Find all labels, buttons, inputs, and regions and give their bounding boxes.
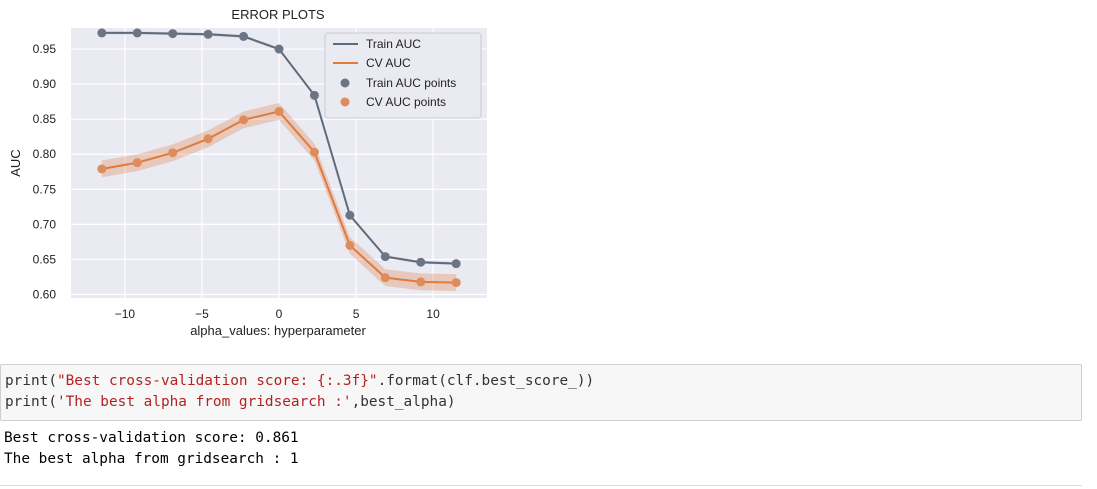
- x-tick-label: 0: [276, 307, 283, 321]
- code-string: 'The best alpha from gridsearch :': [56, 394, 352, 410]
- error-plot-chart: −10 −5 0 5 10 0.60 0.65 0.70 0.75 0.80 0.85 0.90 0.9…: [0, 0, 500, 350]
- x-tick-label: −5: [195, 307, 209, 321]
- data-point-cv: [203, 134, 213, 144]
- x-tick-label: 5: [353, 307, 360, 321]
- data-point-cv: [416, 277, 426, 287]
- legend-train-auc: Train AUC: [366, 37, 421, 51]
- x-tick-label: −10: [115, 307, 136, 321]
- data-point-train: [132, 28, 142, 38]
- data-point-train: [168, 29, 178, 39]
- y-tick-label: 0.80: [33, 147, 57, 161]
- legend-cv-auc: CV AUC: [366, 56, 411, 70]
- chart-svg: −10 −5 0 5 10 0.60 0.65 0.70 0.75 0.80 0.85 0.90 0.9…: [8, 7, 487, 338]
- legend-train-auc-points: Train AUC points: [366, 76, 456, 90]
- data-point-train: [274, 44, 284, 54]
- code-token: print(: [5, 394, 57, 410]
- code-line-2: print('The best alpha from gridsearch :'…: [5, 394, 456, 410]
- y-tick-label: 0.95: [33, 42, 57, 56]
- y-tick-label: 0.65: [33, 252, 57, 266]
- code-string: "Best cross-validation score: {:.3f}": [56, 373, 378, 389]
- y-tick-label: 0.75: [33, 182, 57, 196]
- y-tick-label: 0.70: [33, 217, 57, 231]
- y-tick-label: 0.85: [33, 112, 57, 126]
- code-cell-input[interactable]: print("Best cross-validation score: {:.3…: [0, 364, 1082, 421]
- data-point-train: [345, 210, 355, 220]
- code-line-1: print("Best cross-validation score: {:.3…: [5, 373, 594, 389]
- code-token: .format(clf.best_score_)): [377, 373, 595, 389]
- data-point-cv: [451, 278, 461, 288]
- data-point-cv: [132, 158, 142, 168]
- data-point-cv: [97, 164, 107, 174]
- output-line-1: Best cross-validation score: 0.861: [4, 430, 299, 446]
- code-token: print(: [5, 373, 57, 389]
- data-point-train: [451, 259, 461, 269]
- legend: Train AUC CV AUC Train AUC points CV AUC…: [324, 32, 482, 119]
- output-line-2: The best alpha from gridsearch : 1: [4, 451, 299, 467]
- data-point-train: [97, 28, 107, 38]
- legend-cv-points-swatch: [340, 97, 350, 107]
- data-point-cv: [239, 115, 249, 125]
- grid-layer: [71, 28, 487, 298]
- data-point-cv: [380, 273, 390, 283]
- data-point-train: [380, 252, 390, 262]
- y-tick-label: 0.60: [33, 287, 57, 301]
- cell-output: Best cross-validation score: 0.861 The b…: [0, 428, 1082, 478]
- series-band-cv: [101, 103, 457, 291]
- y-tick-label: 0.90: [33, 77, 57, 91]
- band-layer: [101, 31, 457, 291]
- data-point-train: [239, 31, 249, 41]
- legend-cv-auc-points: CV AUC points: [366, 95, 446, 109]
- data-point-cv: [345, 240, 355, 250]
- cell-divider: [0, 485, 1082, 486]
- data-point-cv: [309, 147, 319, 157]
- code-token: ,best_alpha): [351, 394, 456, 410]
- point-layer: [97, 28, 461, 288]
- x-tick-label: 10: [426, 307, 440, 321]
- x-axis-label: alpha_values: hyperparameter: [190, 323, 366, 338]
- data-point-train: [416, 257, 426, 267]
- data-point-train: [203, 29, 213, 39]
- y-axis-label: AUC: [8, 149, 23, 176]
- data-point-cv: [274, 106, 284, 116]
- data-point-train: [309, 90, 319, 100]
- chart-title: ERROR PLOTS: [231, 7, 325, 22]
- legend-train-points-swatch: [340, 78, 350, 88]
- data-point-cv: [168, 148, 178, 158]
- legend-box: [324, 32, 482, 119]
- tick-layer: −10 −5 0 5 10 0.60 0.65 0.70 0.75 0.80 0.85 0.90 0.9…: [33, 42, 440, 321]
